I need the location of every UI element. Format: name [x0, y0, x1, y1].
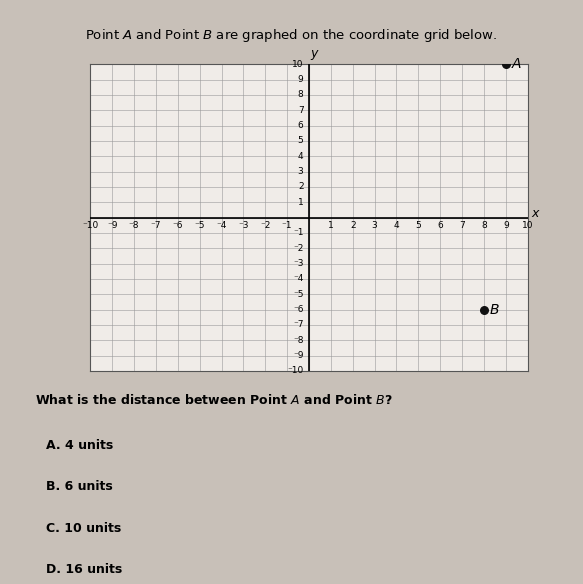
Text: $A$: $A$ — [511, 57, 522, 71]
Text: ⁻1: ⁻1 — [293, 228, 304, 237]
Text: D. 16 units: D. 16 units — [46, 563, 122, 576]
Text: 3: 3 — [298, 167, 304, 176]
Text: 9: 9 — [503, 221, 508, 230]
Text: ⁻5: ⁻5 — [194, 221, 205, 230]
Text: 5: 5 — [416, 221, 421, 230]
Text: 4: 4 — [298, 152, 304, 161]
Text: ⁻5: ⁻5 — [293, 290, 304, 298]
Text: 8: 8 — [298, 91, 304, 99]
Text: 2: 2 — [350, 221, 356, 230]
Text: 1: 1 — [328, 221, 333, 230]
Text: 10: 10 — [292, 60, 304, 69]
Text: ⁻4: ⁻4 — [293, 274, 304, 283]
Text: $y$: $y$ — [310, 48, 319, 62]
Text: 6: 6 — [298, 121, 304, 130]
Text: $B$: $B$ — [489, 303, 500, 317]
Text: What is the distance between Point $\it{A}$ and Point $\it{B}$?: What is the distance between Point $\it{… — [34, 393, 392, 407]
Text: ⁻2: ⁻2 — [293, 244, 304, 253]
Text: 9: 9 — [298, 75, 304, 84]
Point — [501, 60, 511, 69]
Text: ⁻6: ⁻6 — [173, 221, 183, 230]
Text: ⁻10: ⁻10 — [287, 366, 304, 376]
Text: ⁻8: ⁻8 — [129, 221, 139, 230]
Text: ⁻9: ⁻9 — [107, 221, 118, 230]
Text: $x$: $x$ — [531, 207, 540, 220]
Text: 10: 10 — [522, 221, 533, 230]
Text: ⁻7: ⁻7 — [293, 321, 304, 329]
Point — [479, 305, 489, 314]
Text: 1: 1 — [298, 198, 304, 207]
Text: 2: 2 — [298, 182, 304, 192]
Text: ⁻7: ⁻7 — [150, 221, 161, 230]
Text: Point $\it{A}$ and Point $\it{B}$ are graphed on the coordinate grid below.: Point $\it{A}$ and Point $\it{B}$ are gr… — [85, 26, 498, 44]
Text: 4: 4 — [394, 221, 399, 230]
Text: ⁻6: ⁻6 — [293, 305, 304, 314]
Text: B. 6 units: B. 6 units — [46, 480, 113, 493]
Text: ⁻1: ⁻1 — [282, 221, 293, 230]
Text: 8: 8 — [481, 221, 487, 230]
Text: 3: 3 — [372, 221, 377, 230]
Text: 6: 6 — [437, 221, 443, 230]
Text: 5: 5 — [298, 137, 304, 145]
Text: ⁻4: ⁻4 — [216, 221, 227, 230]
Text: 7: 7 — [298, 106, 304, 114]
Text: ⁻3: ⁻3 — [293, 259, 304, 268]
Text: ⁻10: ⁻10 — [82, 221, 99, 230]
Text: ⁻8: ⁻8 — [293, 336, 304, 345]
Text: ⁻9: ⁻9 — [293, 351, 304, 360]
Text: ⁻3: ⁻3 — [238, 221, 249, 230]
Text: 7: 7 — [459, 221, 465, 230]
Text: C. 10 units: C. 10 units — [46, 522, 121, 535]
Text: A. 4 units: A. 4 units — [46, 439, 113, 452]
Text: ⁻2: ⁻2 — [260, 221, 271, 230]
